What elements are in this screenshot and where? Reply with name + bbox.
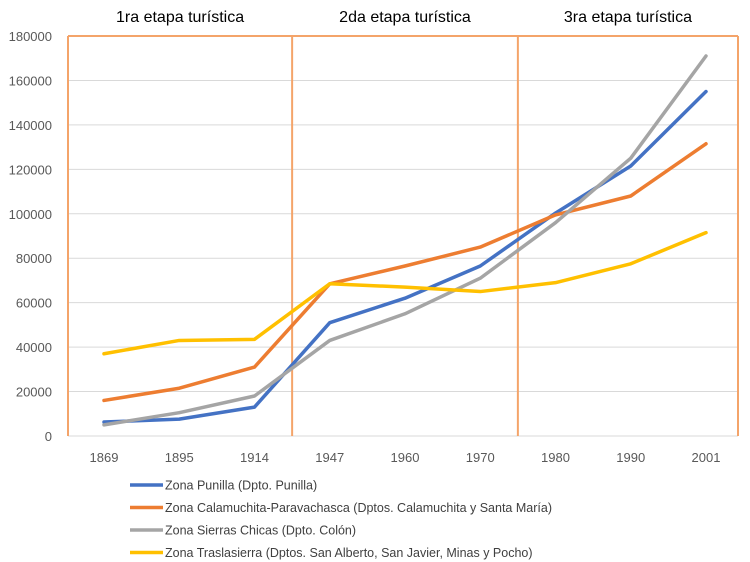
legend-label: Zona Sierras Chicas (Dpto. Colón) xyxy=(165,524,356,538)
x-tick-label: 1895 xyxy=(165,450,194,465)
data-point xyxy=(328,338,332,342)
stage-label: 3ra etapa turística xyxy=(564,9,692,26)
x-tick-label: 1960 xyxy=(391,450,420,465)
y-tick-label: 0 xyxy=(45,429,52,444)
stage-label: 1ra etapa turística xyxy=(116,9,244,26)
series-line xyxy=(102,230,708,356)
data-point xyxy=(253,337,256,341)
data-point xyxy=(478,264,482,268)
data-point xyxy=(177,411,181,415)
data-point xyxy=(177,386,181,390)
x-tick-label: 1914 xyxy=(240,450,269,465)
data-point xyxy=(328,321,332,325)
data-point xyxy=(177,338,181,342)
data-point xyxy=(554,213,557,217)
data-point xyxy=(403,296,407,300)
x-tick-label: 1869 xyxy=(90,450,119,465)
data-point xyxy=(102,420,106,424)
data-point xyxy=(704,54,708,58)
x-tick-label: 1947 xyxy=(315,450,344,465)
legend-label: Zona Traslasierra (Dptos. San Alberto, S… xyxy=(165,546,533,560)
series-line xyxy=(102,89,708,424)
data-point xyxy=(554,221,557,225)
data-point xyxy=(253,394,256,398)
x-tick-label: 1990 xyxy=(616,450,645,465)
data-point xyxy=(704,231,708,235)
data-point xyxy=(478,276,482,280)
x-tick-label: 1970 xyxy=(466,450,495,465)
x-tick-label: 1980 xyxy=(541,450,570,465)
y-tick-label: 20000 xyxy=(16,385,52,400)
y-tick-label: 100000 xyxy=(9,207,52,222)
stage-label: 2da etapa turística xyxy=(339,9,471,26)
data-point xyxy=(177,417,181,421)
y-tick-label: 60000 xyxy=(16,296,52,311)
data-point xyxy=(629,262,633,266)
series-line xyxy=(102,142,708,403)
data-point xyxy=(102,352,106,356)
y-tick-label: 140000 xyxy=(9,118,52,133)
data-point xyxy=(478,245,482,249)
legend-label: Zona Calamuchita-Paravachasca (Dptos. Ca… xyxy=(165,501,552,515)
data-point xyxy=(102,398,106,402)
data-point xyxy=(629,164,633,168)
data-point xyxy=(704,90,708,94)
data-point xyxy=(328,282,332,286)
y-tick-label: 180000 xyxy=(9,29,52,44)
data-point xyxy=(253,405,256,409)
y-tick-label: 120000 xyxy=(9,162,52,177)
legend-label: Zona Punilla (Dpto. Punilla) xyxy=(165,479,317,493)
data-point xyxy=(629,156,633,160)
data-point xyxy=(403,264,407,268)
data-point xyxy=(554,281,557,285)
data-point xyxy=(403,285,407,289)
y-tick-label: 80000 xyxy=(16,251,52,266)
data-point xyxy=(253,365,256,369)
data-point xyxy=(704,142,708,146)
data-point xyxy=(403,312,407,316)
series-line xyxy=(102,54,708,427)
y-tick-label: 160000 xyxy=(9,73,52,88)
data-point xyxy=(629,194,633,198)
data-point xyxy=(478,290,482,294)
y-tick-label: 40000 xyxy=(16,340,52,355)
data-point xyxy=(102,423,106,427)
x-tick-label: 2001 xyxy=(692,450,721,465)
